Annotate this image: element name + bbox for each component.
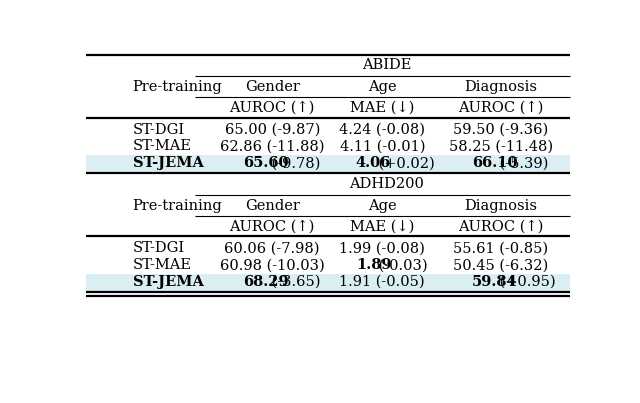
Text: 65.00 (-9.87): 65.00 (-9.87) [225,123,320,137]
Text: Diagnosis: Diagnosis [465,80,538,94]
Text: (-0.03): (-0.03) [374,258,428,272]
Text: 62.86 (-11.88): 62.86 (-11.88) [220,139,324,154]
Text: MAE (↓): MAE (↓) [350,101,415,114]
Text: 1.91 (-0.05): 1.91 (-0.05) [339,275,425,289]
FancyBboxPatch shape [86,155,570,172]
Text: ST-JEMA: ST-JEMA [132,156,204,170]
Text: 60.98 (-10.03): 60.98 (-10.03) [220,258,324,272]
Text: 55.61 (-0.85): 55.61 (-0.85) [453,241,548,255]
Text: AUROC (↑): AUROC (↑) [458,101,543,114]
Text: 1.99 (-0.08): 1.99 (-0.08) [339,241,425,255]
Text: 58.25 (-11.48): 58.25 (-11.48) [449,139,553,154]
Text: Gender: Gender [244,80,300,94]
Text: AUROC (↑): AUROC (↑) [458,219,543,233]
Text: Pre-training: Pre-training [132,199,223,212]
Text: 59.84: 59.84 [472,275,518,289]
Text: ST-MAE: ST-MAE [132,258,192,272]
Text: 4.24 (-0.08): 4.24 (-0.08) [339,123,425,137]
Text: 59.50 (-9.36): 59.50 (-9.36) [453,123,548,137]
Text: ST-DGI: ST-DGI [132,123,185,137]
Text: 4.06: 4.06 [356,156,391,170]
Text: (+0.95): (+0.95) [495,275,556,289]
Text: AUROC (↑): AUROC (↑) [230,101,315,114]
Text: Pre-training: Pre-training [132,80,223,94]
Text: Diagnosis: Diagnosis [465,199,538,212]
Text: Age: Age [368,199,397,212]
Text: ST-MAE: ST-MAE [132,139,192,154]
Text: ABIDE: ABIDE [362,58,412,72]
Text: ST-DGI: ST-DGI [132,241,185,255]
Text: ST-JEMA: ST-JEMA [132,275,204,289]
Text: AUROC (↑): AUROC (↑) [230,219,315,233]
Text: 66.10: 66.10 [472,156,518,170]
Text: (-5.39): (-5.39) [495,156,548,170]
Text: 68.29: 68.29 [244,275,289,289]
Text: MAE (↓): MAE (↓) [350,219,415,233]
Text: (+0.02): (+0.02) [374,156,435,170]
Text: 4.11 (-0.01): 4.11 (-0.01) [339,139,425,154]
FancyBboxPatch shape [86,274,570,291]
Text: ADHD200: ADHD200 [349,177,424,191]
Text: (-9.78): (-9.78) [267,156,320,170]
Text: 1.89: 1.89 [356,258,392,272]
Text: 65.60: 65.60 [244,156,289,170]
Text: Gender: Gender [244,199,300,212]
Text: 60.06 (-7.98): 60.06 (-7.98) [225,241,320,255]
Text: 50.45 (-6.32): 50.45 (-6.32) [453,258,548,272]
Text: (-3.65): (-3.65) [267,275,320,289]
Text: Age: Age [368,80,397,94]
